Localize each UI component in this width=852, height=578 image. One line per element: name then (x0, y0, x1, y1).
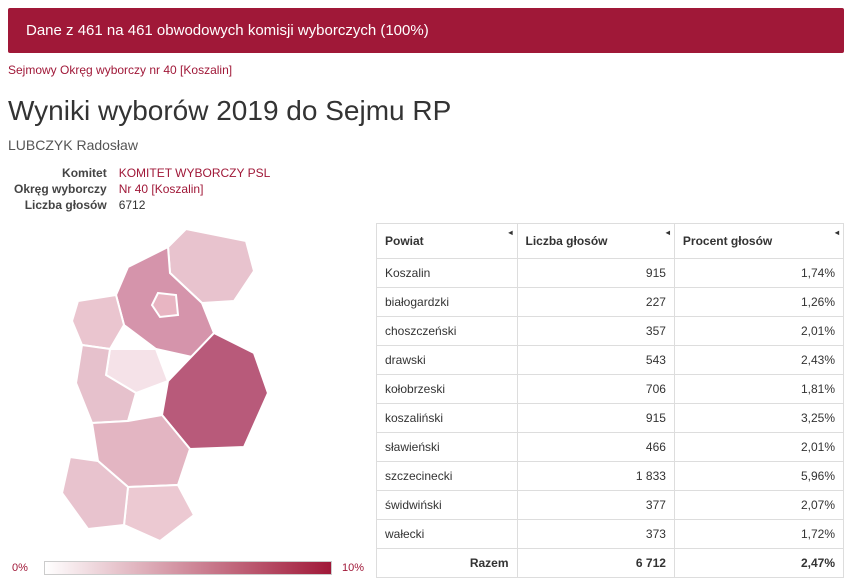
table-column: Powiat◂ Liczba głosów◂ Procent głosów◂ K… (376, 223, 844, 578)
cell-powiat: szczecinecki (377, 462, 518, 491)
info-label-okreg: Okręg wyborczy (8, 181, 113, 197)
cell-glosow: 373 (517, 520, 674, 549)
info-label-glosow: Liczba głosów (8, 197, 113, 213)
cell-powiat: choszczeński (377, 317, 518, 346)
info-block: Komitet KOMITET WYBORCZY PSL Okręg wybor… (8, 165, 276, 213)
cell-procent: 3,25% (674, 404, 843, 433)
map-region-walecki[interactable] (124, 485, 194, 541)
cell-powiat: sławieński (377, 433, 518, 462)
legend-max: 10% (332, 562, 368, 574)
page-title: Wyniki wyborów 2019 do Sejmu RP (8, 95, 852, 127)
table-row[interactable]: białogardzki2271,26% (377, 288, 844, 317)
table-row[interactable]: drawski5432,43% (377, 346, 844, 375)
info-komitet-link[interactable]: KOMITET WYBORCZY PSL (119, 166, 271, 180)
cell-powiat: Koszalin (377, 259, 518, 288)
table-row[interactable]: choszczeński3572,01% (377, 317, 844, 346)
info-okreg-link[interactable]: Nr 40 [Koszalin] (119, 182, 204, 196)
cell-glosow: 706 (517, 375, 674, 404)
cell-glosow: 1 833 (517, 462, 674, 491)
cell-procent: 2,01% (674, 433, 843, 462)
sort-icon: ◂ (666, 228, 670, 237)
cell-procent: 2,07% (674, 491, 843, 520)
breadcrumb-link[interactable]: Sejmowy Okręg wyborczy nr 40 [Koszalin] (8, 63, 232, 77)
cell-glosow: 466 (517, 433, 674, 462)
cell-glosow: 915 (517, 404, 674, 433)
cell-powiat: koszaliński (377, 404, 518, 433)
table-row[interactable]: koszaliński9153,25% (377, 404, 844, 433)
table-row[interactable]: Koszalin9151,74% (377, 259, 844, 288)
cell-procent: 1,26% (674, 288, 843, 317)
table-row[interactable]: szczecinecki1 8335,96% (377, 462, 844, 491)
th-powiat[interactable]: Powiat◂ (377, 224, 518, 259)
sort-icon: ◂ (835, 228, 839, 237)
cell-powiat: świdwiński (377, 491, 518, 520)
th-glosow[interactable]: Liczba głosów◂ (517, 224, 674, 259)
cell-procent: 5,96% (674, 462, 843, 491)
info-glosow-value: 6712 (113, 197, 277, 213)
cell-total-procent: 2,47% (674, 549, 843, 578)
cell-total-label: Razem (377, 549, 518, 578)
legend-bar (44, 561, 332, 575)
map-region-kolobrzeski[interactable] (72, 295, 124, 349)
info-label-komitet: Komitet (8, 165, 113, 181)
cell-procent: 1,72% (674, 520, 843, 549)
results-table: Powiat◂ Liczba głosów◂ Procent głosów◂ K… (376, 223, 844, 578)
map-legend: 0% 10% (8, 561, 368, 575)
map-svg[interactable] (18, 223, 358, 553)
cell-glosow: 377 (517, 491, 674, 520)
legend-min: 0% (8, 562, 44, 574)
table-row[interactable]: sławieński4662,01% (377, 433, 844, 462)
status-banner: Dane z 461 na 461 obwodowych komisji wyb… (8, 8, 844, 53)
table-row[interactable]: wałecki3731,72% (377, 520, 844, 549)
table-row[interactable]: świdwiński3772,07% (377, 491, 844, 520)
cell-powiat: wałecki (377, 520, 518, 549)
sort-icon: ◂ (508, 228, 512, 237)
cell-glosow: 915 (517, 259, 674, 288)
cell-glosow: 227 (517, 288, 674, 317)
breadcrumb[interactable]: Sejmowy Okręg wyborczy nr 40 [Koszalin] (8, 63, 852, 77)
table-row[interactable]: kołobrzeski7061,81% (377, 375, 844, 404)
cell-procent: 2,43% (674, 346, 843, 375)
cell-procent: 1,81% (674, 375, 843, 404)
table-row-total: Razem6 7122,47% (377, 549, 844, 578)
cell-powiat: białogardzki (377, 288, 518, 317)
th-procent[interactable]: Procent głosów◂ (674, 224, 843, 259)
cell-total-glosow: 6 712 (517, 549, 674, 578)
cell-procent: 2,01% (674, 317, 843, 346)
cell-glosow: 357 (517, 317, 674, 346)
cell-powiat: kołobrzeski (377, 375, 518, 404)
cell-glosow: 543 (517, 346, 674, 375)
cell-procent: 1,74% (674, 259, 843, 288)
candidate-name: LUBCZYK Radosław (8, 137, 852, 153)
cell-powiat: drawski (377, 346, 518, 375)
map-column: 0% 10% (8, 223, 368, 575)
